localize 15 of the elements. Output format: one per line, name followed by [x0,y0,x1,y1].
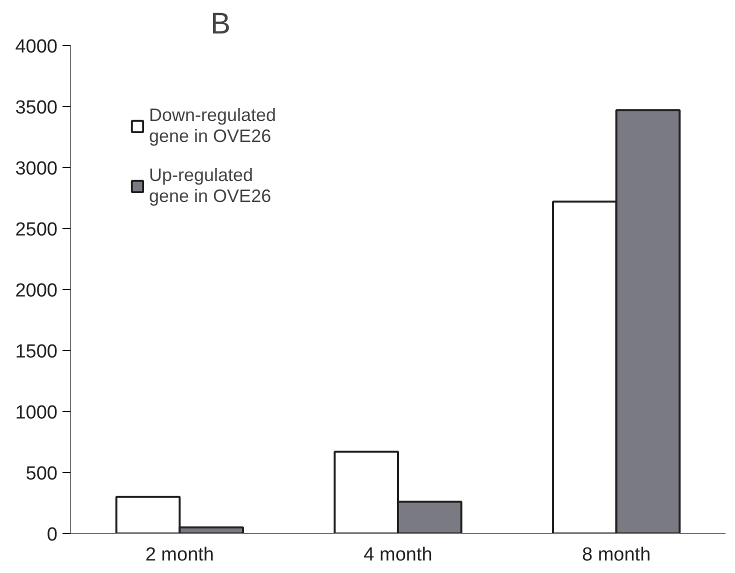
x-tick-label: 2 month [145,544,214,566]
y-tick-label: 1500 [15,342,58,362]
x-tick-label: 4 month [364,544,432,566]
x-tick-label: 8 month [582,544,651,566]
legend-label: Up-regulated gene in OVE26 [149,165,272,207]
y-tick-label: 2000 [15,280,58,302]
y-tick-label: 4000 [15,36,58,58]
chart-title: B [210,8,231,40]
y-tick-label: 3000 [15,158,58,180]
y-tick-label: 500 [26,464,58,484]
y-tick-label: 0 [46,524,58,546]
y-tick-label: 2500 [15,220,58,240]
y-tick-label: 3500 [15,98,58,118]
legend-label: Down-regulated gene in OVE26 [149,105,276,147]
y-tick-label: 1000 [15,402,58,424]
